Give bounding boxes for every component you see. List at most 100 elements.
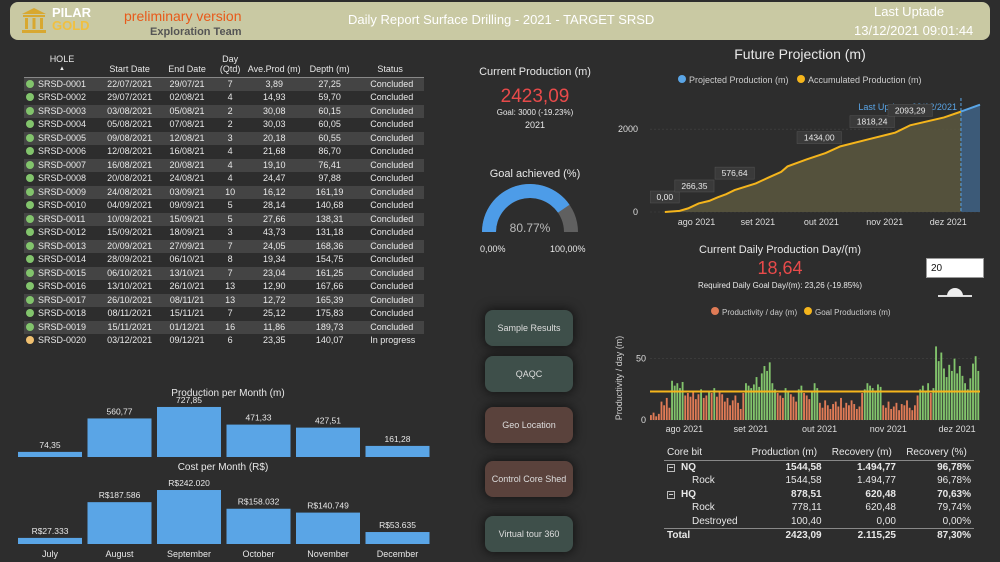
table-cell: 7 — [214, 77, 246, 91]
bar[interactable] — [157, 490, 221, 544]
daily-bar — [808, 399, 811, 420]
core-bit-label[interactable]: − HQ — [664, 488, 744, 502]
last-update-label: Last Uptade — [874, 4, 945, 19]
table-row[interactable]: SRSD-0014 28/09/2021 06/10/21 8 19,34 154,75 C… — [24, 253, 424, 267]
table-row[interactable]: SRSD-0015 06/10/2021 13/10/21 7 23,04 161,25 C… — [24, 266, 424, 280]
table-row[interactable]: SRSD-0005 09/08/2021 12/08/21 3 20,18 60,55 Co… — [24, 131, 424, 145]
current-production-title: Current Production (m) — [479, 66, 591, 78]
table-row[interactable]: SRSD-0006 12/08/2021 16/08/21 4 21,68 86,70 Co… — [24, 145, 424, 159]
col-ave-prod[interactable]: Ave.Prod (m) — [245, 54, 303, 78]
control-core-shed-button[interactable]: Control Core Shed — [485, 461, 573, 497]
table-cell: 13/10/2021 — [107, 281, 153, 292]
table-row[interactable]: SRSD-0016 13/10/2021 26/10/21 13 12,90 167,66… — [24, 280, 424, 294]
page-title: Daily Report Surface Drilling - 2021 - T… — [348, 12, 655, 27]
col-days[interactable]: Day (Qtd) — [214, 54, 246, 78]
col-status[interactable]: Status — [356, 54, 424, 78]
daily-bar — [774, 389, 776, 420]
daily-bar — [710, 393, 713, 420]
projection-title: Future Projection (m) — [734, 46, 866, 62]
bar[interactable] — [87, 502, 152, 544]
qaqc-button[interactable]: QAQC — [485, 356, 573, 392]
bar[interactable] — [296, 512, 360, 544]
month-label: August — [105, 549, 134, 559]
table-cell: Concluded — [356, 158, 424, 172]
table-row[interactable]: SRSD-0013 20/09/2021 27/09/21 7 24,05 168,36 C… — [24, 239, 424, 253]
table-cell: 09/09/21 — [169, 200, 205, 211]
table-row[interactable]: SRSD-0011 10/09/2021 15/09/21 5 27,66 138,31 C… — [24, 212, 424, 226]
projection-legend: Projected Production (m) Accumulated Pro… — [678, 75, 922, 85]
days-slider[interactable] — [938, 286, 972, 300]
table-row[interactable]: SRSD-0018 08/11/2021 15/11/21 7 25,12 175,83 C… — [24, 307, 424, 321]
table-cell: 3 — [214, 131, 246, 145]
core-bit-label[interactable]: − NQ — [664, 461, 744, 475]
geo-location-button[interactable]: Geo Location — [485, 407, 573, 443]
table-row[interactable]: SRSD-0001 22/07/2021 29/07/21 7 3,89 27,25 Con… — [24, 77, 424, 91]
projected-area — [960, 104, 980, 212]
table-cell: 140,07 — [315, 335, 344, 346]
table-cell: SRSD-0008 — [24, 172, 100, 186]
daily-bar — [734, 395, 737, 420]
table-cell: 28,14 — [262, 200, 286, 211]
bar[interactable] — [365, 532, 430, 544]
point-label: 2093,29 — [895, 105, 926, 115]
daily-bar — [723, 401, 726, 420]
table-cell: 27,25 — [302, 77, 357, 91]
col-depth[interactable]: Depth (m) — [302, 54, 357, 78]
daily-bar — [692, 391, 695, 420]
table-row[interactable]: SRSD-0019 15/11/2021 01/12/21 16 11,86 189,73… — [24, 320, 424, 334]
month-label: October — [242, 549, 274, 559]
table-row[interactable]: SRSD-0020 03/12/2021 09/12/21 6 23,35 140,07 I… — [24, 334, 424, 348]
bar[interactable] — [87, 418, 152, 457]
daily-bar — [858, 406, 861, 420]
table-row[interactable]: SRSD-0004 05/08/2021 07/08/21 2 30,03 60,05 Co… — [24, 118, 424, 132]
col-start-date[interactable]: Start Date — [99, 54, 160, 78]
table-cell: 29/07/2021 — [107, 92, 153, 103]
table-row[interactable]: SRSD-0003 03/08/2021 05/08/21 2 30,08 60,15 Co… — [24, 104, 424, 118]
daily-bar — [795, 401, 798, 420]
virtual-tour-button[interactable]: Virtual tour 360 — [485, 516, 573, 552]
table-cell: 154,75 — [315, 254, 344, 265]
collapse-icon[interactable]: − — [667, 489, 675, 499]
table-row[interactable]: SRSD-0017 26/10/2021 08/11/21 13 12,72 165,39… — [24, 293, 424, 307]
col-production[interactable]: Production (m) — [744, 445, 825, 461]
bar[interactable] — [157, 406, 221, 457]
bar[interactable] — [365, 445, 430, 457]
bar[interactable] — [18, 451, 82, 457]
table-cell: 08/11/21 — [159, 293, 215, 307]
x-tick: ago 2021 — [678, 217, 716, 227]
col-end-date[interactable]: End Date — [159, 54, 215, 78]
table-cell: 11,86 — [245, 320, 303, 334]
sample-results-button[interactable]: Sample Results — [485, 310, 573, 346]
legend-projected: Projected Production (m) — [689, 75, 789, 85]
bar-label: R$158.032 — [238, 497, 280, 507]
bar-label: 560,77 — [107, 406, 133, 416]
daily-bar — [660, 401, 663, 420]
bar[interactable] — [296, 427, 360, 457]
col-recovery-pct[interactable]: Recovery (%) — [898, 445, 974, 461]
table-cell: 06/10/21 — [169, 254, 205, 265]
collapse-icon[interactable]: − — [667, 463, 675, 472]
daily-bar — [708, 390, 710, 420]
table-row[interactable]: SRSD-0002 29/07/2021 02/08/21 4 14,93 59,70 Co… — [24, 91, 424, 105]
daily-bar — [705, 395, 708, 420]
bar[interactable] — [226, 424, 291, 457]
slider-handle[interactable] — [947, 288, 963, 296]
table-row[interactable]: SRSD-0012 15/09/2021 18/09/21 3 43,73 131,18 C… — [24, 226, 424, 240]
current-production-goal: Goal: 3000 (-19.23%) — [496, 108, 574, 117]
bar[interactable] — [18, 537, 82, 544]
bar[interactable] — [226, 508, 291, 544]
table-row[interactable]: SRSD-0008 20/08/2021 24/08/21 4 24,47 97,88 Co… — [24, 172, 424, 186]
days-input[interactable] — [926, 258, 984, 278]
table-row[interactable]: SRSD-0009 24/08/2021 03/09/21 10 16,12 161,19… — [24, 185, 424, 199]
col-core-bit[interactable]: Core bit — [664, 445, 744, 461]
col-hole[interactable]: HOLE ▲ — [24, 54, 100, 78]
table-row[interactable]: SRSD-0007 16/08/2021 20/08/21 4 19,10 76,41 Co… — [24, 158, 424, 172]
table-row[interactable]: SRSD-0010 04/09/2021 09/09/21 5 28,14 140,68 C… — [24, 199, 424, 213]
status-dot-icon — [26, 187, 34, 196]
col-recovery-m[interactable]: Recovery (m) — [824, 445, 899, 461]
daily-bar — [861, 393, 864, 420]
daily-bar — [737, 402, 739, 420]
table-cell: SRSD-0019 — [24, 320, 100, 334]
daily-bar — [908, 407, 911, 420]
table-cell: 620,48 — [865, 488, 896, 500]
